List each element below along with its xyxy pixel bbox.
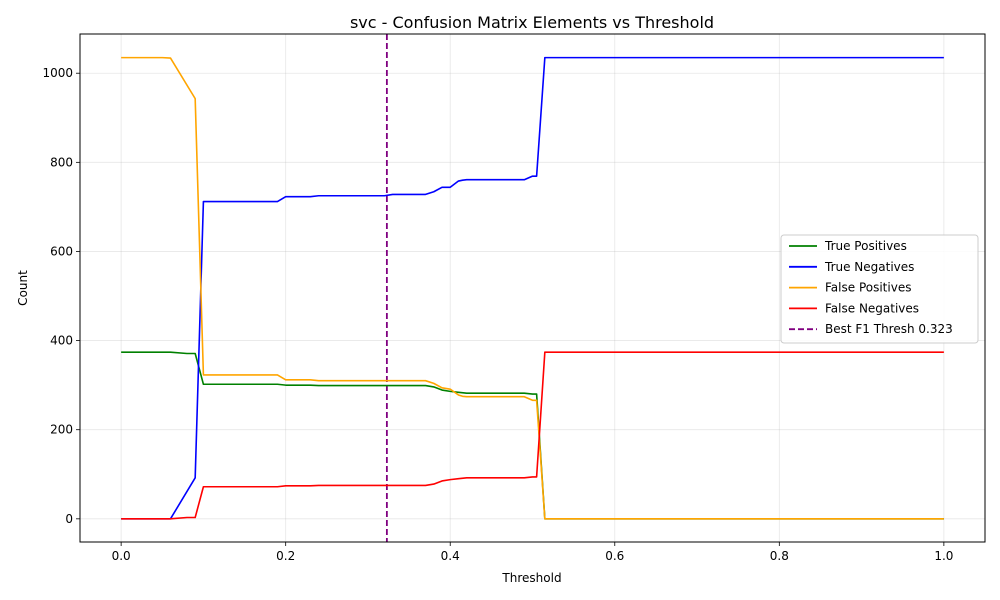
- series-layer: [121, 56, 944, 520]
- x-tick-label: 1.0: [934, 549, 953, 563]
- legend-label-false-positives: False Positives: [825, 281, 911, 295]
- legend-label-true-negatives: True Negatives: [824, 260, 914, 274]
- legend-label-best-f1-thresh-0-323: Best F1 Thresh 0.323: [825, 322, 953, 336]
- x-tick-label: 0.2: [276, 549, 295, 563]
- legend-frame: [780, 234, 979, 344]
- y-tick-label: 600: [50, 244, 73, 258]
- y-axis-label: Count: [16, 270, 30, 306]
- series-line-true-negatives: [121, 56, 944, 520]
- chart-title: svc - Confusion Matrix Elements vs Thres…: [350, 13, 714, 32]
- legend-label-false-negatives: False Negatives: [825, 301, 919, 315]
- tick-layer: 0.0 0.2 0.4 0.6 0.8 1.0 0 200 400 600 800 1000: [42, 66, 953, 563]
- series-line-false-positives: [121, 56, 944, 520]
- y-tick-label: 200: [50, 423, 73, 437]
- legend: True Positives True Negatives False Positi…: [780, 234, 979, 344]
- x-tick-label: 0.4: [441, 549, 460, 563]
- series-line-false-negatives: [121, 351, 944, 520]
- y-tick-label: 400: [50, 334, 73, 348]
- plot-frame: [79, 33, 986, 543]
- y-tick-label: 800: [50, 155, 73, 169]
- y-tick-label: 0: [65, 512, 73, 526]
- legend-label-true-positives: True Positives: [824, 239, 907, 253]
- y-tick-label: 1000: [42, 66, 73, 80]
- x-axis-label: Threshold: [501, 571, 561, 585]
- x-tick-label: 0.0: [112, 549, 131, 563]
- x-tick-label: 0.8: [770, 549, 789, 563]
- x-tick-label: 0.6: [605, 549, 624, 563]
